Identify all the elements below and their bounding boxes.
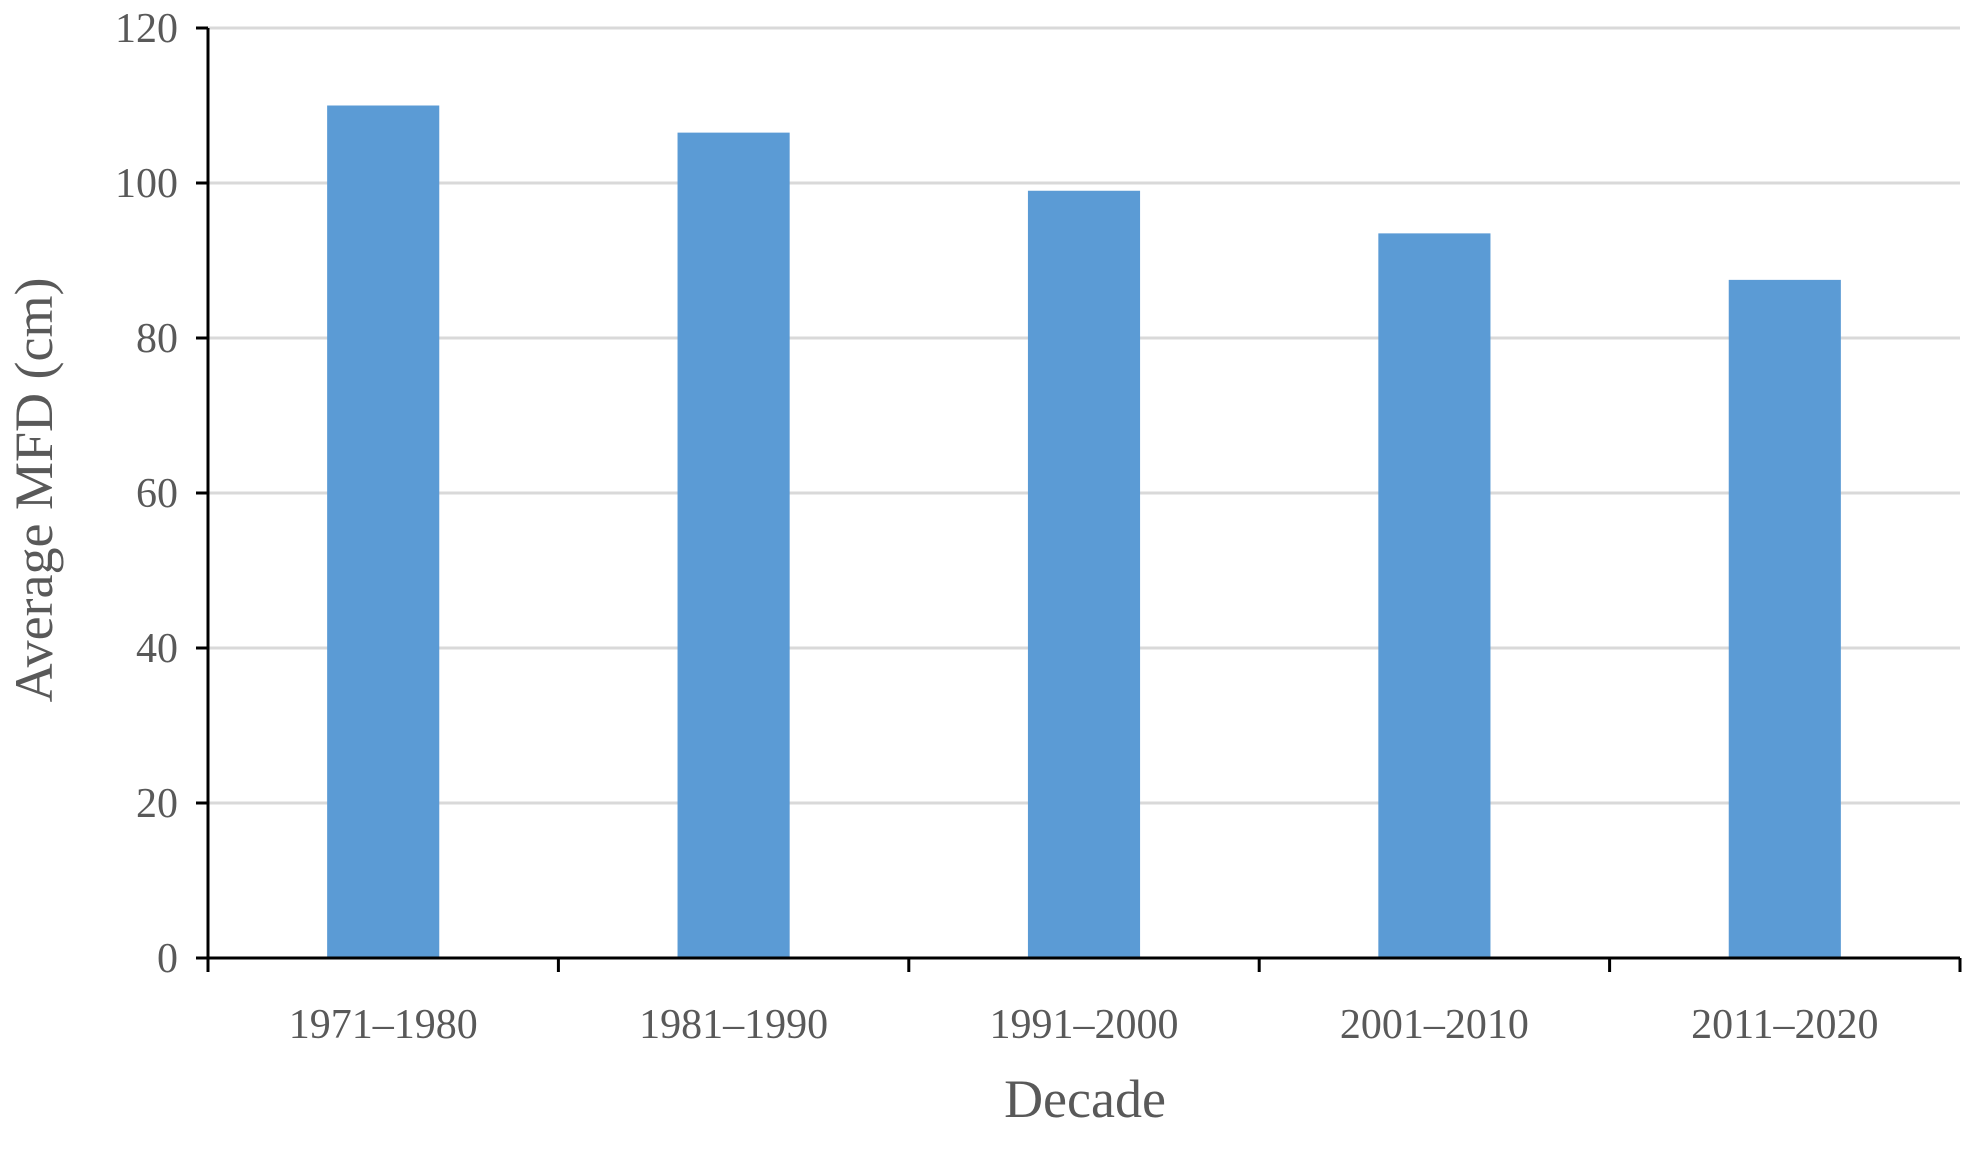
y-tick-label: 20 — [136, 781, 178, 827]
x-tick-labels: 1971–1980 1981–1990 1991–2000 2001–2010 2011… — [289, 1002, 1879, 1048]
bar — [1378, 233, 1491, 958]
y-axis-title: Average MFD (cm) — [4, 278, 64, 703]
y-tick-label: 40 — [136, 626, 178, 672]
y-tick-label: 80 — [136, 316, 178, 362]
y-tick-labels: 0 20 40 60 80 100 120 — [115, 6, 178, 982]
x-tick-label: 1991–2000 — [990, 1002, 1179, 1048]
y-tick-label: 120 — [115, 6, 178, 52]
bar — [677, 132, 790, 958]
y-tick-label: 0 — [157, 936, 178, 982]
x-tick-label: 2001–2010 — [1340, 1002, 1529, 1048]
bar — [327, 105, 440, 958]
x-axis-title: Decade — [1004, 1069, 1166, 1129]
y-tick-label: 60 — [136, 471, 178, 517]
x-tick-label: 2011–2020 — [1691, 1002, 1878, 1048]
x-tick-label: 1971–1980 — [289, 1002, 478, 1048]
axes — [196, 26, 1962, 972]
y-tick-label: 100 — [115, 161, 178, 207]
bar — [1027, 190, 1141, 958]
bar — [1728, 279, 1841, 958]
bars — [327, 105, 1841, 958]
x-tick-label: 1981–1990 — [639, 1002, 828, 1048]
